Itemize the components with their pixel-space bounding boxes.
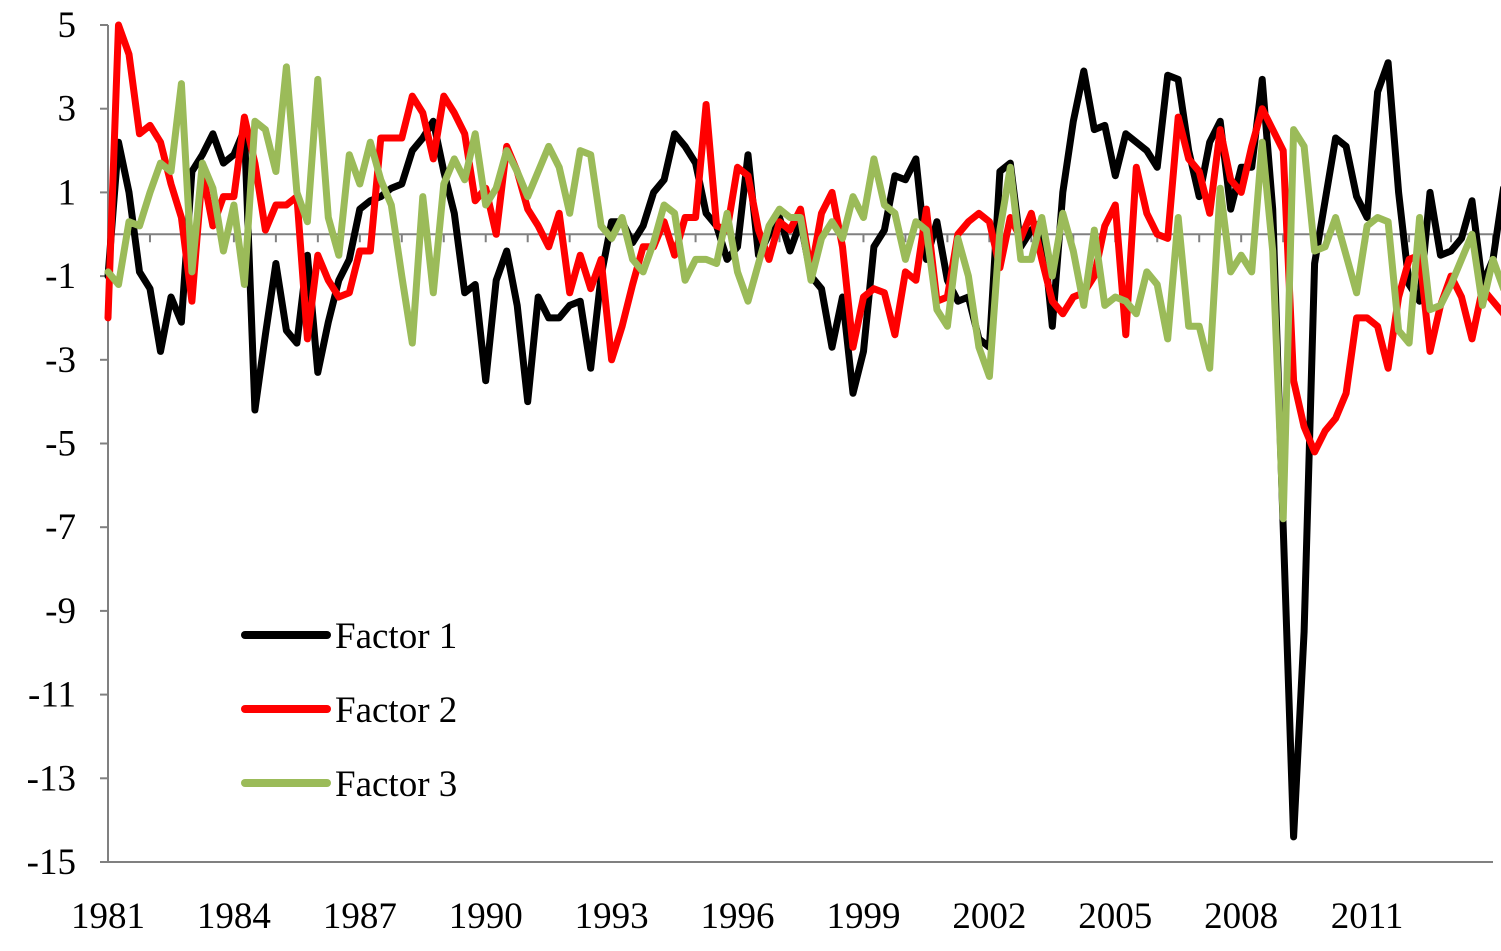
legend-label: Factor 2 [335,690,457,731]
x-tick-label: 2011 [1331,896,1404,937]
x-tick-label: 1981 [71,896,145,937]
y-tick-label: -5 [45,424,76,465]
y-tick-label: -13 [27,758,76,799]
x-tick-label: 1987 [323,896,397,937]
y-tick-label: -11 [28,675,76,716]
legend-label: Factor 3 [335,764,457,805]
x-tick-label: 1984 [197,896,271,937]
x-tick-label: 1999 [826,896,900,937]
y-tick-label: -1 [45,256,76,297]
legend: Factor 1 Factor 2 Factor 3 [241,616,457,805]
y-tick-label: -9 [45,591,76,632]
x-tick-label: 1990 [449,896,523,937]
y-tick-label: 5 [58,5,77,46]
chart-axes: 5 3 1 -1 -3 -5 -7 -9 -11 -13 -15 1981 1984 1987 1990 19… [27,5,1494,937]
x-tick-label: 1993 [575,896,649,937]
y-tick-label: -7 [45,507,76,548]
y-tick-label: 1 [58,172,77,213]
x-tick-label: 2002 [952,896,1026,937]
y-tick-label: -3 [45,340,76,381]
series-line-3 [104,63,1501,523]
x-tick-label: 1996 [701,896,775,937]
x-tick-label: 2008 [1204,896,1278,937]
y-tick-label: -15 [27,842,76,883]
series-layer [104,21,1501,841]
x-tick-label: 2005 [1078,896,1152,937]
y-tick-label: 3 [58,89,77,130]
legend-label: Factor 1 [335,616,457,657]
